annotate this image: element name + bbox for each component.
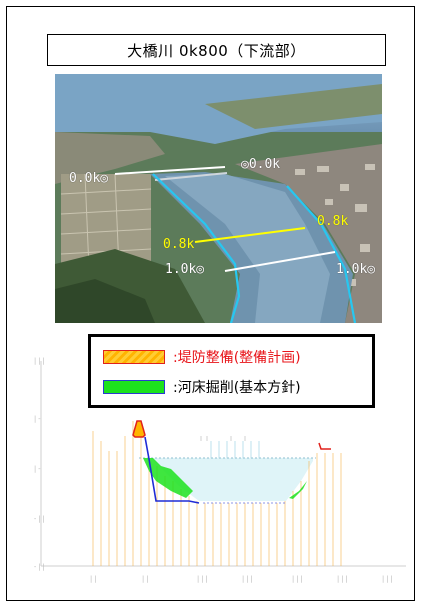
svg-text:|||: ||| — [381, 575, 394, 583]
svg-text:|-: |- — [33, 465, 41, 473]
legend-label-riverbed: :河床掘削(基本方針) — [173, 380, 301, 396]
svg-text:||: || — [89, 575, 97, 583]
svg-text:|||: ||| — [33, 357, 46, 365]
aerial-photo-image — [55, 74, 382, 324]
cross-section-svg: ||| |- |- -|| -|| || || ||| ||| ||| ||| ||| — [33, 357, 406, 583]
photo-label-right-08k: 0.8k — [317, 214, 349, 229]
svg-text:||: || — [141, 575, 149, 583]
svg-text:|-: |- — [33, 415, 41, 423]
levee-swatch-icon — [103, 350, 165, 364]
excavation-swatch-icon — [103, 380, 165, 394]
photo-label-right-0k: ◎0.0k — [241, 157, 281, 172]
legend-label-levee: :堤防整備(整備計画) — [173, 350, 301, 366]
svg-text:|||: ||| — [241, 575, 254, 583]
svg-text:-||: -|| — [33, 515, 46, 523]
photo-label-left-0k: 0.0k◎ — [69, 171, 109, 186]
svg-text:|||: ||| — [196, 575, 209, 583]
photo-label-left-08k: 0.8k — [163, 237, 195, 252]
legend-box: :堤防整備(整備計画) :河床掘削(基本方針) — [88, 334, 375, 408]
photo-label-right-1k: 1.0k◎ — [336, 262, 376, 277]
svg-text:-||: -|| — [33, 563, 46, 571]
page-title: 大橋川 0k800（下流部） — [47, 34, 386, 66]
photo-label-left-1k: 1.0k◎ — [165, 262, 205, 277]
legend-item-riverbed: :河床掘削(基本方針) — [103, 377, 301, 397]
svg-text:|||: ||| — [291, 575, 304, 583]
legend-item-levee: :堤防整備(整備計画) — [103, 347, 301, 367]
aerial-photo: 0.0k◎ ◎0.0k 0.8k 0.8k 1.0k◎ 1.0k◎ — [55, 74, 382, 324]
svg-text:|||: ||| — [336, 575, 349, 583]
document-frame: 大橋川 0k800（下流部） — [6, 6, 415, 601]
cross-section-diagram: ||| |- |- -|| -|| || || ||| ||| ||| ||| ||| — [31, 341, 411, 591]
